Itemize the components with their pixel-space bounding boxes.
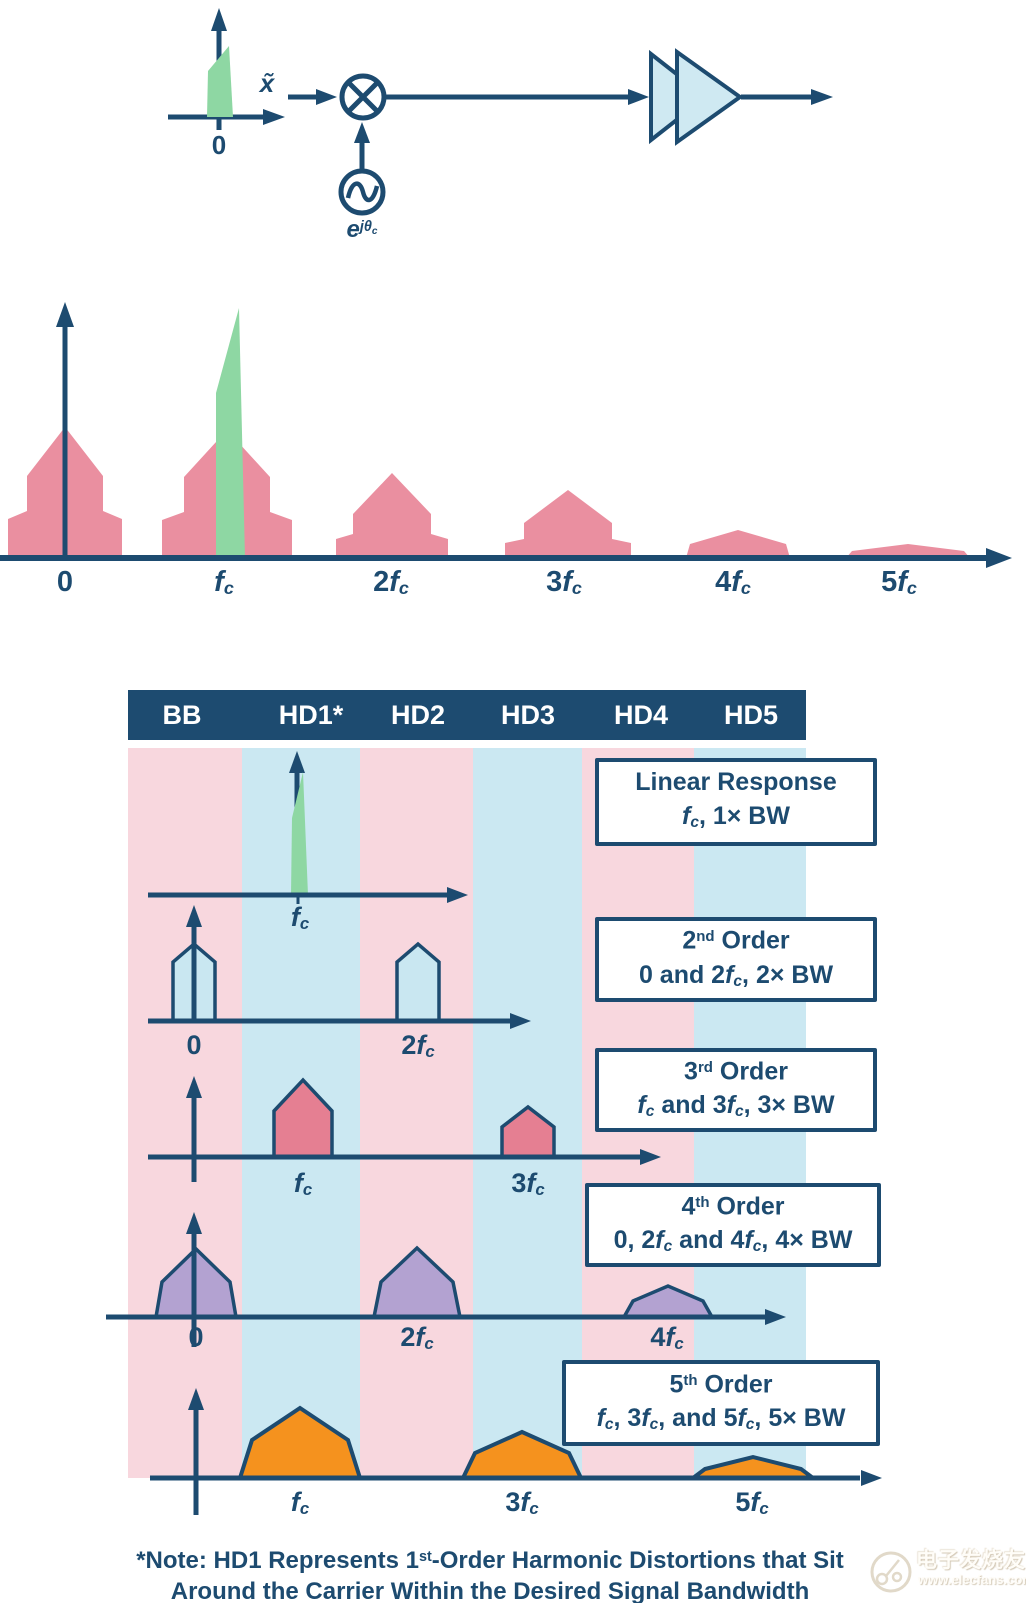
baseband-signal-blade bbox=[207, 46, 233, 117]
stripe-bb bbox=[128, 748, 242, 1478]
spectrum-tick-2fc: 2fc bbox=[373, 566, 409, 599]
block-diagram bbox=[168, 8, 833, 216]
row4-tick-2fc: 2fc bbox=[400, 1322, 434, 1353]
row-linear bbox=[148, 751, 468, 904]
header-hd2: HD2 bbox=[390, 700, 446, 730]
spectrum-x-arrowhead bbox=[986, 548, 1012, 568]
callout-linear-response: Linear Response fc, 1× BW bbox=[595, 758, 877, 846]
oscillator-arrowhead bbox=[354, 122, 370, 143]
footnote: *Note: HD1 Represents 1st-Order Harmonic… bbox=[90, 1542, 890, 1603]
spectrum-y-arrowhead bbox=[56, 302, 74, 327]
hump4-4fc bbox=[621, 1284, 715, 1319]
callout-line: 2nd Order bbox=[682, 926, 790, 955]
amplifier-icon bbox=[649, 48, 744, 146]
oscillator-label: ejθc bbox=[346, 216, 378, 243]
spectrum-tick-3fc: 3fc bbox=[546, 566, 582, 599]
hump-5fc bbox=[846, 544, 970, 558]
baseband-axis-arrowhead-right bbox=[263, 109, 285, 125]
row2-tick-2fc: 2fc bbox=[401, 1030, 435, 1061]
baseband-axis-arrowhead-up bbox=[211, 8, 227, 31]
watermark: 电子发烧友 www.elecfans.com bbox=[868, 1532, 1026, 1602]
hump5-fc bbox=[237, 1405, 363, 1480]
hump3-fc bbox=[272, 1077, 334, 1159]
amp-input-arrowhead bbox=[628, 89, 649, 105]
row2-tick-0: 0 bbox=[186, 1030, 202, 1060]
callout-line: 0, 2fc and 4fc, 4× BW bbox=[613, 1226, 853, 1256]
row5-tick-3fc: 3fc bbox=[505, 1487, 539, 1518]
header-bb: BB bbox=[162, 700, 202, 730]
hump-4fc bbox=[686, 530, 790, 558]
callout-5th-order: 5th Order fc, 3fc, and 5fc, 5× BW bbox=[562, 1360, 880, 1446]
callout-line: Linear Response bbox=[635, 767, 837, 796]
frequency-band-stripes bbox=[128, 748, 806, 1478]
callout-3rd-order: 3rd Order fc and 3fc, 3× BW bbox=[595, 1048, 877, 1132]
row-2nd-order bbox=[148, 905, 531, 1029]
callout-line: 4th Order bbox=[681, 1192, 785, 1221]
header-hd1: HD1* bbox=[278, 700, 344, 730]
row5-tick-5fc: 5fc bbox=[735, 1487, 769, 1518]
stripe-hd2 bbox=[360, 748, 473, 1478]
row4-tick-0: 0 bbox=[188, 1322, 204, 1352]
callout-line: fc and 3fc, 3× BW bbox=[637, 1091, 835, 1121]
output-spectrum bbox=[0, 302, 1012, 568]
hump-2fc bbox=[336, 473, 448, 558]
row3-tick-fc: fc bbox=[293, 1168, 313, 1199]
spectrum-tick-fc: fc bbox=[214, 566, 234, 599]
output-arrowhead bbox=[811, 89, 833, 105]
spectrum-tick-0: 0 bbox=[56, 566, 74, 598]
header-hd5: HD5 bbox=[723, 700, 779, 730]
hump4-2fc bbox=[371, 1245, 463, 1319]
row-4th-order bbox=[106, 1212, 786, 1347]
spectrum-tick-5fc: 5fc bbox=[881, 566, 917, 599]
watermark-text-url: www.elecfans.com bbox=[918, 1572, 1026, 1587]
spectrum-tick-4fc: 4fc bbox=[715, 566, 751, 599]
harmonic-rows bbox=[106, 751, 882, 1515]
header-hd3: HD3 bbox=[500, 700, 556, 730]
spectrum-humps bbox=[8, 427, 970, 558]
row-3rd-order bbox=[148, 1076, 661, 1182]
hump3-3fc bbox=[500, 1104, 556, 1159]
footnote-line-2: Around the Carrier Within the Desired Si… bbox=[170, 1578, 810, 1603]
input-signal-label: x̃ bbox=[259, 68, 275, 98]
callout-line: fc, 3fc, and 5fc, 5× BW bbox=[596, 1404, 846, 1434]
oscillator-icon bbox=[338, 168, 386, 216]
callout-line: fc, 1× BW bbox=[682, 801, 790, 831]
row3-tick-3fc: 3fc bbox=[511, 1168, 545, 1199]
callout-line: 3rd Order bbox=[684, 1057, 788, 1086]
footnote-line-1: *Note: HD1 Represents 1st-Order Harmonic… bbox=[136, 1547, 844, 1575]
hump-3fc bbox=[505, 490, 631, 558]
baseband-zero-label: 0 bbox=[211, 130, 227, 160]
row1-tick-fc: fc bbox=[290, 902, 310, 933]
mixer-icon bbox=[339, 73, 387, 121]
callout-line: 0 and 2fc, 2× BW bbox=[638, 960, 834, 990]
callout-2nd-order: 2nd Order 0 and 2fc, 2× BW bbox=[595, 917, 877, 1002]
hump2-2fc bbox=[395, 941, 441, 1023]
carrier-signal-blade bbox=[216, 308, 245, 558]
input-arrowhead bbox=[316, 89, 337, 105]
harmonic-header-band: BB HD1* HD2 HD3 HD4 HD5 bbox=[128, 690, 806, 740]
header-hd4: HD4 bbox=[613, 700, 669, 730]
hump5-5fc bbox=[687, 1454, 819, 1480]
linear-signal-blade bbox=[291, 772, 308, 895]
callout-4th-order: 4th Order 0, 2fc and 4fc, 4× BW bbox=[585, 1183, 881, 1267]
row-5th-order bbox=[150, 1388, 882, 1515]
row4-tick-4fc: 4fc bbox=[650, 1322, 684, 1353]
callout-line: 5th Order bbox=[669, 1370, 773, 1399]
watermark-logo-icon bbox=[870, 1551, 912, 1593]
watermark-text-cn: 电子发烧友 bbox=[916, 1549, 1026, 1572]
row5-tick-fc: fc bbox=[290, 1487, 310, 1518]
